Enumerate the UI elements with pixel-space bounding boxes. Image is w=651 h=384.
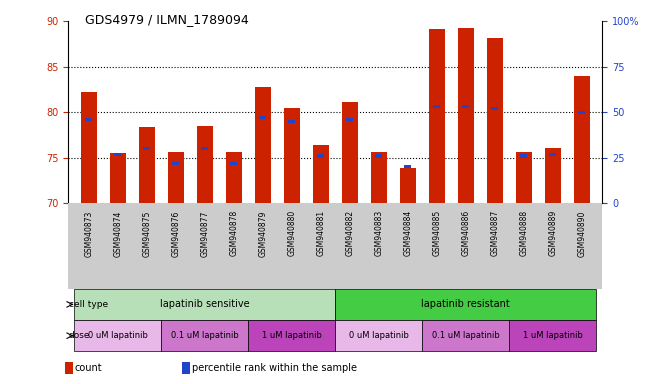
Text: GSM940887: GSM940887 [490, 210, 499, 257]
Bar [335, 289, 596, 320]
Text: GSM940876: GSM940876 [171, 210, 180, 257]
Text: cell type: cell type [69, 300, 108, 309]
Bar [255, 87, 271, 203]
Text: GSM940880: GSM940880 [287, 210, 296, 257]
Bar [259, 116, 266, 119]
Bar [545, 148, 561, 203]
Bar [248, 320, 335, 351]
Bar [172, 162, 179, 165]
Bar [342, 102, 358, 203]
Bar [371, 152, 387, 203]
Text: GSM940878: GSM940878 [229, 210, 238, 257]
Bar [574, 76, 590, 203]
Bar [284, 108, 299, 203]
Bar [110, 153, 126, 203]
Bar [433, 105, 440, 108]
Bar [168, 152, 184, 203]
Bar [400, 168, 416, 203]
Text: count: count [75, 363, 102, 373]
Bar [346, 118, 353, 121]
Text: dose: dose [69, 331, 90, 340]
Text: 0.1 uM lapatinib: 0.1 uM lapatinib [171, 331, 238, 340]
Text: GSM940873: GSM940873 [84, 210, 93, 257]
Bar [422, 320, 509, 351]
Text: percentile rank within the sample: percentile rank within the sample [192, 363, 357, 373]
Bar [520, 154, 527, 157]
Bar [509, 320, 596, 351]
Text: 0 uM lapatinib: 0 uM lapatinib [88, 331, 148, 340]
Bar [114, 152, 121, 156]
Text: GSM940885: GSM940885 [432, 210, 441, 257]
Bar [335, 320, 422, 351]
Bar [161, 320, 248, 351]
Bar [201, 147, 208, 150]
Bar [429, 29, 445, 203]
Bar [375, 154, 382, 157]
Text: GDS4979 / ILMN_1789094: GDS4979 / ILMN_1789094 [85, 13, 249, 26]
Text: lapatinib resistant: lapatinib resistant [421, 300, 510, 310]
Bar [288, 120, 296, 123]
Bar [81, 92, 96, 203]
Bar [74, 320, 161, 351]
Bar [74, 289, 335, 320]
Bar [317, 154, 324, 157]
Text: GSM940890: GSM940890 [577, 210, 587, 257]
Bar [230, 162, 238, 165]
Text: 0 uM lapatinib: 0 uM lapatinib [349, 331, 409, 340]
Bar [143, 147, 150, 150]
Bar [197, 126, 213, 203]
Bar [516, 152, 532, 203]
Text: GSM940874: GSM940874 [113, 210, 122, 257]
Text: GSM940879: GSM940879 [258, 210, 267, 257]
Bar [578, 111, 585, 114]
Text: 1 uM lapatinib: 1 uM lapatinib [523, 331, 583, 340]
Bar [312, 145, 329, 203]
Bar [458, 28, 474, 203]
Bar [139, 127, 155, 203]
Text: lapatinib sensitive: lapatinib sensitive [160, 300, 249, 310]
Text: GSM940884: GSM940884 [404, 210, 412, 257]
Bar [226, 152, 242, 203]
Text: GSM940882: GSM940882 [345, 210, 354, 256]
Text: GSM940886: GSM940886 [462, 210, 470, 257]
Bar [487, 38, 503, 203]
Text: GSM940889: GSM940889 [548, 210, 557, 257]
Bar [492, 107, 499, 110]
Text: 1 uM lapatinib: 1 uM lapatinib [262, 331, 322, 340]
Bar [404, 165, 411, 169]
Text: GSM940888: GSM940888 [519, 210, 529, 256]
Text: GSM940875: GSM940875 [142, 210, 151, 257]
Bar [549, 152, 557, 156]
Bar [85, 118, 92, 121]
Bar [462, 105, 469, 108]
Text: GSM940881: GSM940881 [316, 210, 326, 256]
Text: GSM940877: GSM940877 [201, 210, 209, 257]
Text: GSM940883: GSM940883 [374, 210, 383, 257]
Text: 0.1 uM lapatinib: 0.1 uM lapatinib [432, 331, 500, 340]
